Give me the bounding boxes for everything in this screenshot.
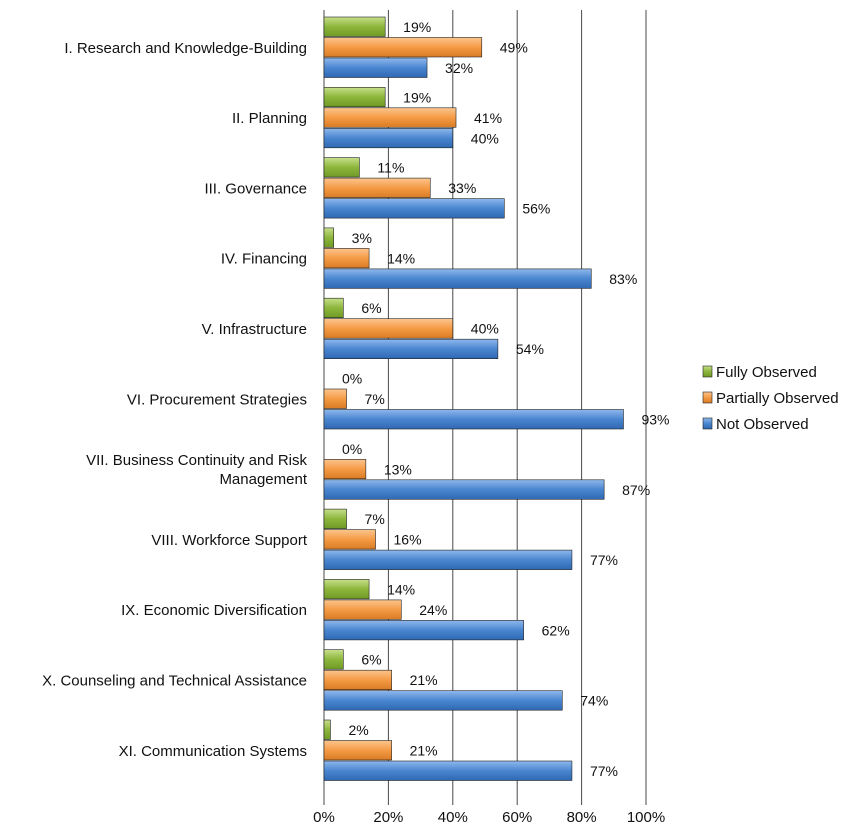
bar-not-observed bbox=[323, 479, 605, 500]
bar-fully-observed bbox=[323, 227, 334, 248]
data-label: 77% bbox=[590, 763, 618, 779]
x-tick-label: 20% bbox=[373, 809, 403, 826]
category-label: V. Infrastructure bbox=[202, 321, 307, 338]
data-label: 93% bbox=[641, 412, 669, 428]
category-label: III. Governance bbox=[204, 180, 307, 197]
category-label: VII. Business Continuity and Risk bbox=[86, 452, 307, 469]
data-label: 19% bbox=[403, 19, 431, 35]
data-label: 2% bbox=[348, 722, 368, 738]
bar-fully-observed bbox=[323, 719, 331, 740]
bar-not-observed bbox=[323, 268, 592, 289]
bar-not-observed bbox=[323, 409, 624, 430]
data-label: 0% bbox=[342, 441, 362, 457]
bar-not-observed bbox=[323, 690, 563, 711]
legend-swatch bbox=[702, 417, 713, 430]
bar-not-observed bbox=[323, 760, 573, 781]
data-label: 49% bbox=[500, 40, 528, 56]
x-tick-label: 100% bbox=[627, 809, 665, 826]
category-label: Management bbox=[219, 471, 307, 488]
data-label: 14% bbox=[387, 250, 415, 266]
bar-partially-observed bbox=[323, 37, 483, 58]
data-label: 16% bbox=[394, 532, 422, 548]
bar-partially-observed bbox=[323, 388, 347, 409]
bar-fully-observed bbox=[323, 157, 360, 178]
legend-label: Partially Observed bbox=[716, 390, 839, 407]
data-label: 21% bbox=[410, 743, 438, 759]
data-label: 24% bbox=[419, 602, 447, 618]
bar-partially-observed bbox=[323, 458, 367, 480]
bar-not-observed bbox=[323, 620, 524, 641]
category-label: XI. Communication Systems bbox=[119, 743, 307, 760]
category-label: II. Planning bbox=[232, 110, 307, 127]
bars bbox=[323, 16, 624, 781]
bar-not-observed bbox=[323, 549, 573, 570]
data-label: 87% bbox=[622, 482, 650, 498]
category-label: X. Counseling and Technical Assistance bbox=[42, 672, 307, 689]
bar-fully-observed bbox=[323, 649, 344, 670]
data-label: 6% bbox=[361, 300, 381, 316]
data-label: 54% bbox=[516, 341, 544, 357]
data-label: 41% bbox=[474, 110, 502, 126]
bar-partially-observed bbox=[323, 599, 402, 620]
bar-fully-observed bbox=[323, 508, 347, 529]
data-label: 13% bbox=[384, 461, 412, 477]
data-label: 83% bbox=[609, 271, 637, 287]
bar-fully-observed bbox=[323, 16, 386, 37]
legend: Fully Observed Partially Observed Not Obse… bbox=[702, 364, 839, 433]
labels: 0% 20% 40% 60% 80% 100% 19% 49% 32% I. Research a… bbox=[42, 19, 669, 826]
bar-partially-observed bbox=[323, 248, 370, 269]
data-label: 0% bbox=[342, 371, 362, 387]
legend-label: Not Observed bbox=[716, 416, 809, 433]
data-label: 11% bbox=[377, 160, 404, 176]
x-tick-label: 80% bbox=[567, 809, 597, 826]
data-label: 40% bbox=[471, 321, 499, 337]
bar-partially-observed bbox=[323, 529, 376, 550]
legend-label: Fully Observed bbox=[716, 364, 817, 381]
data-label: 40% bbox=[471, 130, 499, 146]
category-label: I. Research and Knowledge-Building bbox=[64, 40, 307, 57]
data-label: 19% bbox=[403, 89, 431, 105]
data-label: 3% bbox=[352, 230, 372, 246]
data-label: 56% bbox=[522, 201, 550, 217]
legend-swatch bbox=[702, 391, 713, 404]
bar-partially-observed bbox=[323, 318, 454, 339]
category-label: IX. Economic Diversification bbox=[121, 602, 307, 619]
data-label: 7% bbox=[365, 511, 385, 527]
bar-partially-observed bbox=[323, 107, 457, 128]
bar-not-observed bbox=[323, 338, 499, 360]
bar-not-observed bbox=[323, 198, 505, 219]
legend-swatch bbox=[702, 365, 713, 378]
category-label: VI. Procurement Strategies bbox=[127, 391, 307, 408]
bar-fully-observed bbox=[323, 579, 370, 600]
x-tick-label: 60% bbox=[502, 809, 532, 826]
category-label: VIII. Workforce Support bbox=[151, 532, 307, 549]
data-label: 62% bbox=[542, 622, 570, 638]
category-label: IV. Financing bbox=[221, 251, 307, 268]
bar-partially-observed bbox=[323, 177, 431, 198]
data-label: 77% bbox=[590, 552, 618, 568]
data-label: 32% bbox=[445, 60, 473, 76]
bar-fully-observed bbox=[323, 87, 386, 108]
bar-partially-observed bbox=[323, 740, 392, 761]
data-label: 74% bbox=[580, 693, 608, 709]
data-label: 7% bbox=[365, 391, 385, 407]
bar-not-observed bbox=[323, 57, 428, 78]
x-tick-label: 40% bbox=[438, 809, 468, 826]
x-tick-label: 0% bbox=[313, 809, 335, 826]
data-label: 33% bbox=[448, 180, 476, 196]
data-label: 6% bbox=[361, 652, 381, 668]
bar-partially-observed bbox=[323, 669, 392, 691]
bar-fully-observed bbox=[323, 297, 344, 319]
data-label: 14% bbox=[387, 581, 415, 597]
data-label: 21% bbox=[410, 672, 438, 688]
bar-not-observed bbox=[323, 128, 454, 149]
